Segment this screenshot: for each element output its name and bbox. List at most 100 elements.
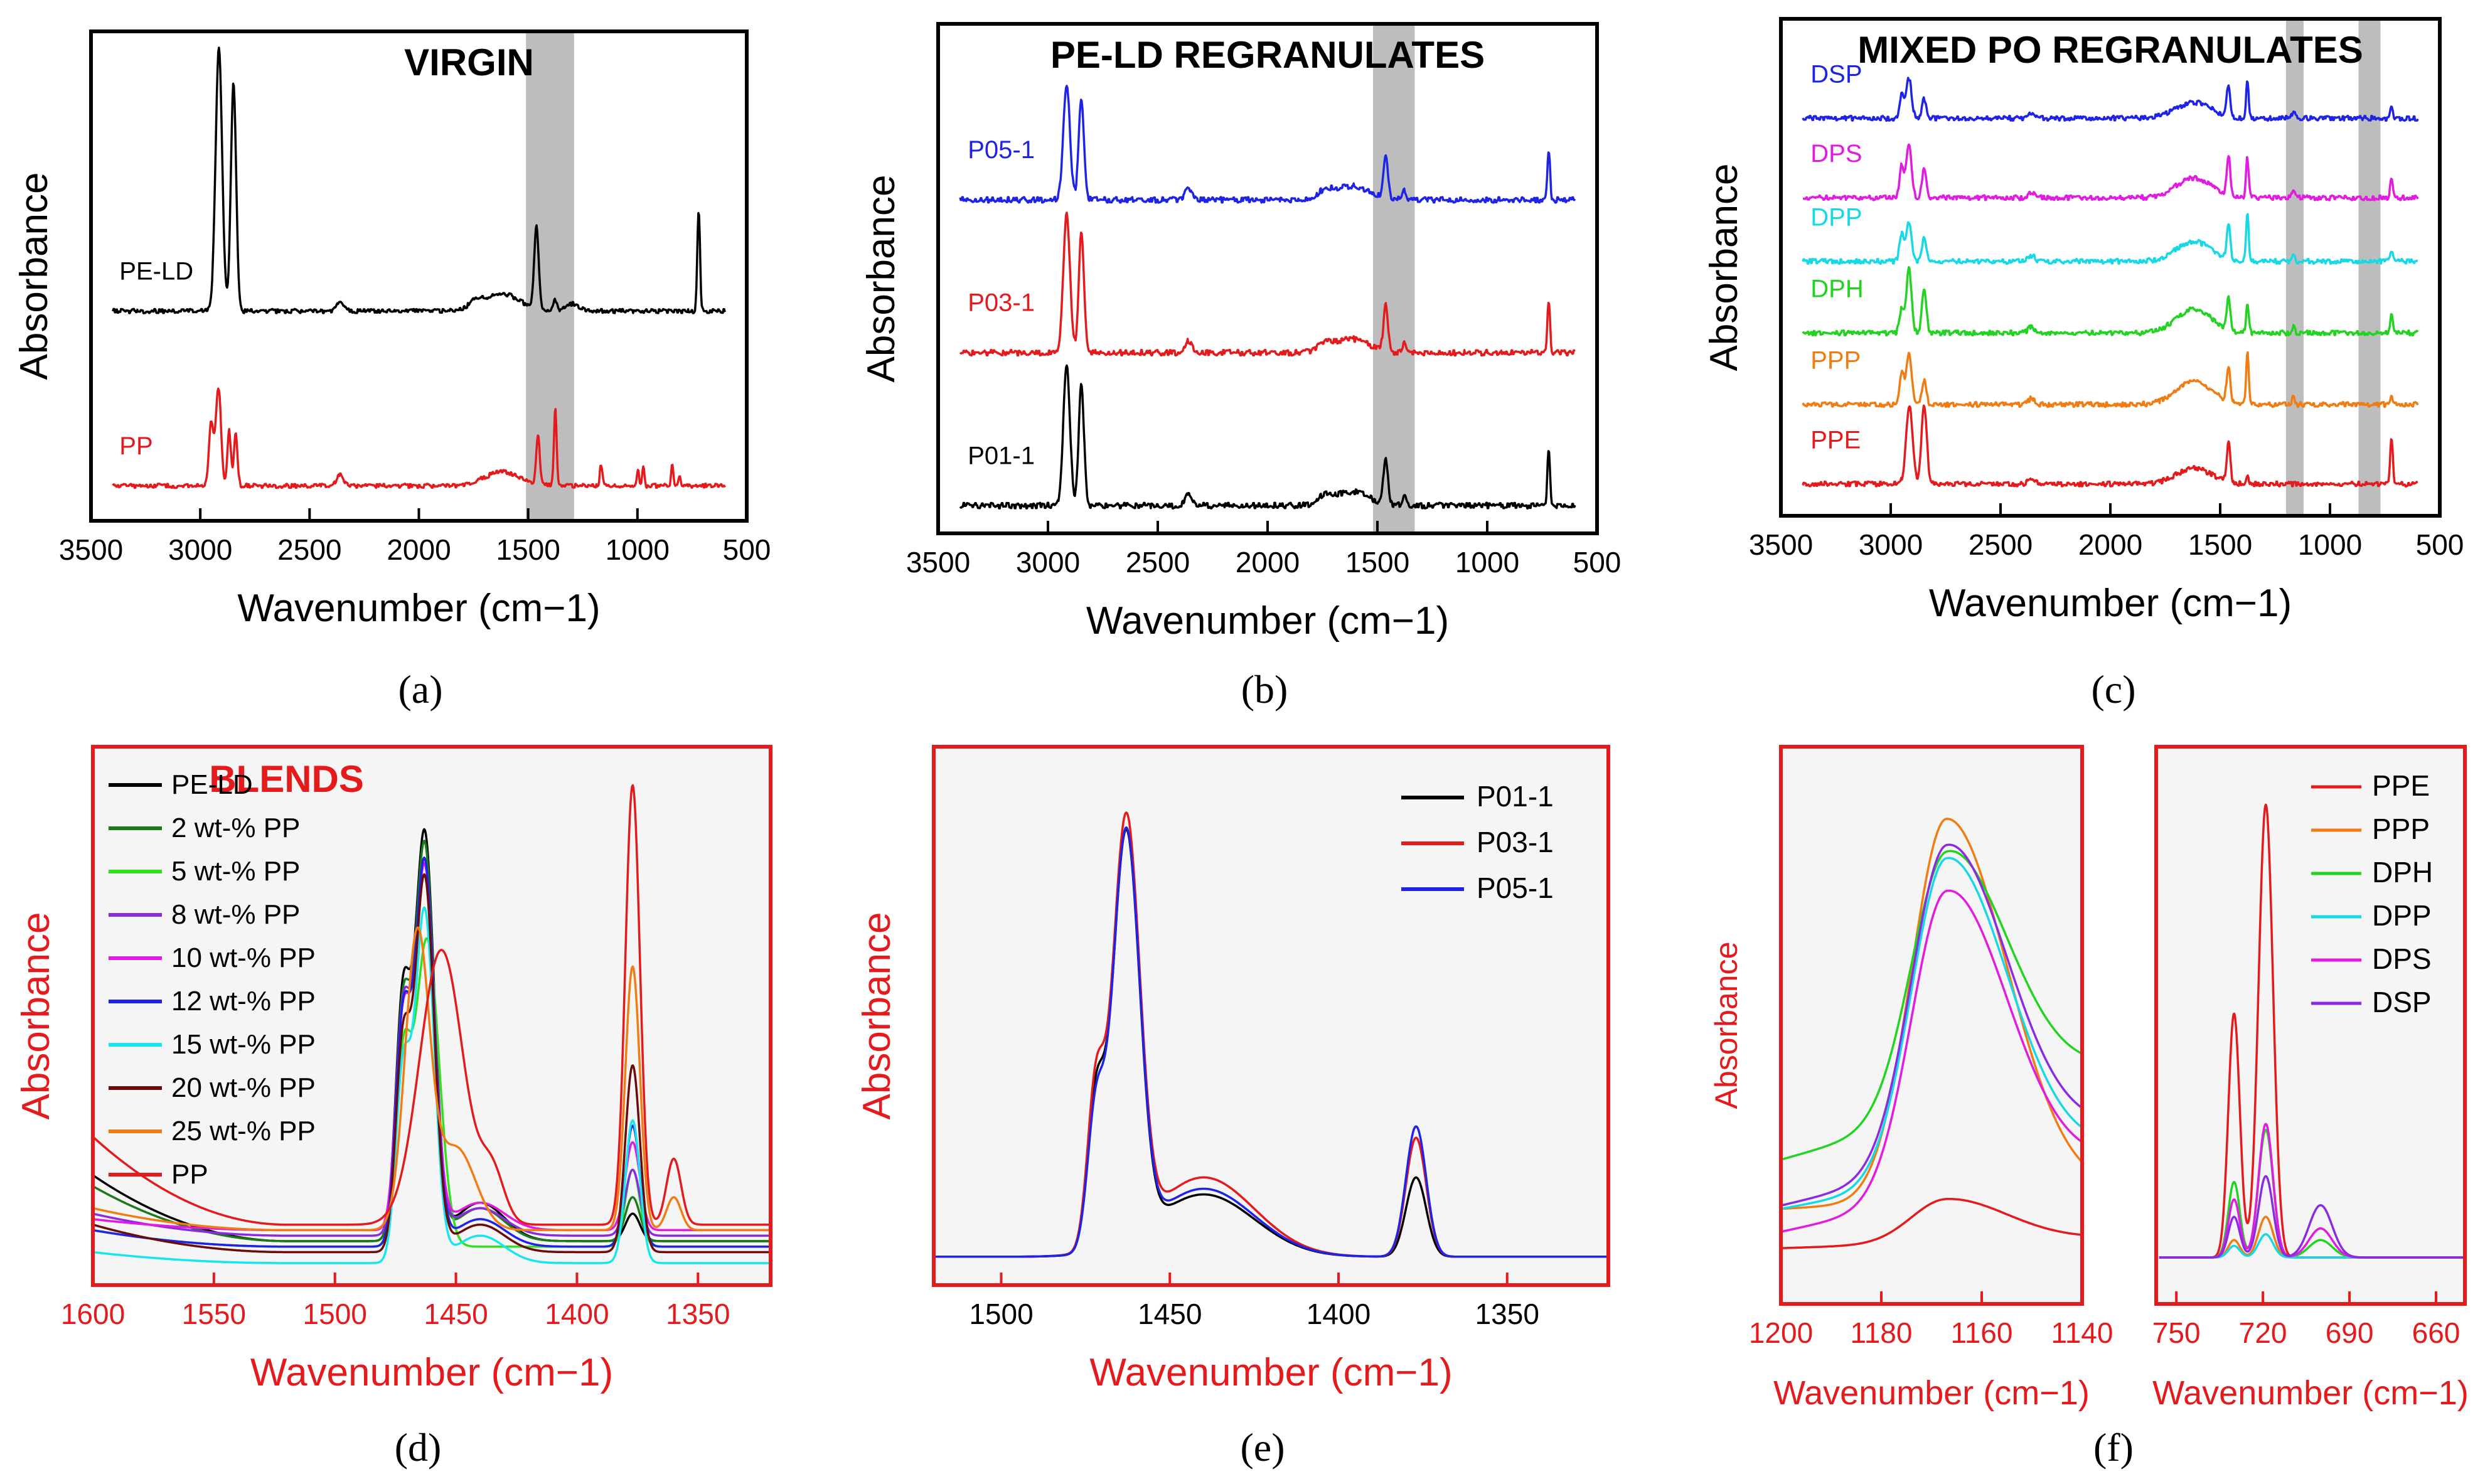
x-tick-label: 3000	[1016, 546, 1080, 579]
chart-panel-d: 1600 1550 1500 1450 1400 1350 Wavenumber (cm−1…	[14, 745, 772, 1470]
x-tick-label: 2000	[387, 533, 451, 566]
x-tick-label: 3000	[168, 533, 232, 566]
series-line-2	[959, 364, 1576, 510]
series-group	[934, 811, 1608, 1258]
chart-title: MIXED PO REGRANULATES	[1857, 29, 2363, 71]
series-line-1	[112, 387, 726, 489]
legend-label: PPP	[2372, 813, 2430, 845]
series-label: DPP	[1810, 203, 1862, 231]
chart-panel-c: 3500 3000 2500 2000 1500 1000 500 Wavenumber (c…	[1702, 17, 2464, 712]
shaded-band	[2286, 19, 2304, 516]
x-tick-label: 1000	[1455, 546, 1519, 579]
series-line-1	[1802, 143, 2419, 201]
x-tick-label: 1400	[1306, 1298, 1371, 1330]
series-label: PPE	[1810, 426, 1861, 454]
series-line-3	[1802, 265, 2419, 337]
series-line-0	[959, 85, 1576, 204]
y-axis-label: Absorbance	[1709, 942, 1744, 1109]
legend-label: P01-1	[1477, 780, 1554, 813]
x-tick-label: 1600	[61, 1298, 125, 1330]
x-tick-label: 1550	[182, 1298, 246, 1330]
series-line-3	[1781, 857, 2082, 1210]
series-line-6	[93, 906, 771, 1264]
x-tick-label: 1350	[1475, 1298, 1539, 1330]
panel-label: (d)	[395, 1425, 442, 1470]
series-line-8	[93, 926, 771, 1232]
series-group	[1781, 818, 2082, 1249]
x-tick-label: 1500	[303, 1298, 367, 1330]
y-axis-label: Absorbance	[14, 912, 58, 1120]
legend-label: DSP	[2372, 986, 2432, 1018]
x-tick-label: 1500	[2188, 528, 2252, 561]
series-group	[2158, 803, 2465, 1259]
series-label: PPP	[1810, 347, 1861, 375]
series-line-1	[1781, 818, 2082, 1210]
x-axis-label: Wavenumber (cm−1)	[237, 587, 600, 630]
chart-panel-b: 3500 3000 2500 2000 1500 1000 500 Wavenumber (c…	[860, 22, 1622, 712]
series-line-9	[93, 784, 771, 1226]
x-axis-label: Wavenumber (cm−1)	[1086, 599, 1449, 643]
x-tick-label: 500	[1573, 546, 1622, 579]
series-line-7	[93, 873, 771, 1254]
legend-label: PP	[171, 1159, 208, 1190]
y-axis-label: Absorbance	[855, 912, 899, 1120]
series-line-1	[959, 211, 1576, 357]
legend-label: DPH	[2372, 856, 2433, 889]
x-tick-label: 3500	[59, 533, 123, 566]
x-tick-label: 1500	[1345, 546, 1409, 579]
x-tick-label: 1140	[2051, 1316, 2113, 1349]
panel-label: (c)	[2091, 667, 2135, 712]
x-tick-label: 2000	[2078, 528, 2142, 561]
shaded-band	[1373, 24, 1415, 533]
legend-label: 10 wt-% PP	[171, 942, 316, 973]
legend-label: DPS	[2372, 942, 2432, 975]
chart-panel-e: 1500 1450 1400 1350 Wavenumber (cm−1) Absorba…	[855, 745, 1610, 1470]
plot-frame	[932, 745, 1610, 1287]
legend-label: PE-LD	[171, 769, 253, 800]
series-label: P01-1	[968, 442, 1035, 469]
panel-label: (a)	[398, 667, 442, 712]
chart-title: PE-LD REGRANULATES	[1050, 34, 1485, 76]
x-axis-label: Wavenumber (cm−1)	[1773, 1374, 2090, 1412]
series-group	[93, 784, 771, 1264]
series-label: PP	[119, 432, 152, 460]
series-line-0	[1781, 1198, 2082, 1249]
x-tick-label: 1160	[1951, 1316, 2013, 1349]
chart-title: BLENDS	[209, 758, 364, 800]
y-axis-label: Absorbance	[860, 175, 903, 383]
x-tick-label: 720	[2239, 1316, 2287, 1349]
x-tick-label: 1450	[1138, 1298, 1202, 1330]
legend-label: PPE	[2372, 769, 2430, 802]
x-tick-label: 1000	[606, 533, 670, 566]
legend-label: 2 wt-% PP	[171, 813, 300, 843]
legend-label: P05-1	[1477, 872, 1554, 904]
panel-label: (f)	[2093, 1425, 2134, 1470]
y-axis-label: Absorbance	[1702, 164, 1746, 371]
plot-area	[1781, 19, 2440, 516]
series-line-4	[1802, 351, 2419, 408]
x-tick-label: 690	[2326, 1316, 2374, 1349]
plot-frame	[2154, 745, 2467, 1306]
chart-panel-f1: 1200 1180 1160 1140 Wavenumber (cm−1) Absorba…	[1709, 745, 2134, 1470]
x-tick-label: 3000	[1859, 528, 1923, 561]
plot-area	[2156, 747, 2465, 1304]
series-label: P05-1	[968, 136, 1035, 164]
x-tick-label: 1350	[666, 1298, 730, 1330]
x-axis-label: Wavenumber (cm−1)	[2152, 1374, 2469, 1412]
plot-area	[934, 747, 1608, 1285]
plot-frame	[1779, 745, 2084, 1306]
plot-area	[91, 31, 747, 521]
x-tick-label: 1500	[969, 1298, 1033, 1330]
x-tick-label: 3500	[906, 546, 970, 579]
legend-label: 20 wt-% PP	[171, 1072, 316, 1103]
x-tick-label: 500	[2416, 528, 2464, 561]
shaded-band	[2358, 19, 2381, 516]
series-label: DPH	[1810, 275, 1863, 303]
panel-label: (e)	[1240, 1425, 1285, 1470]
chart-title: VIRGIN	[404, 41, 534, 83]
legend-label: 8 wt-% PP	[171, 899, 300, 930]
series-line-2	[1802, 213, 2418, 265]
series-group	[1802, 77, 2419, 488]
chart-panel-a: 3500 3000 2500 2000 1500 1000 500 Wavenumber (c…	[13, 29, 771, 712]
series-line-5	[1781, 843, 2082, 1207]
